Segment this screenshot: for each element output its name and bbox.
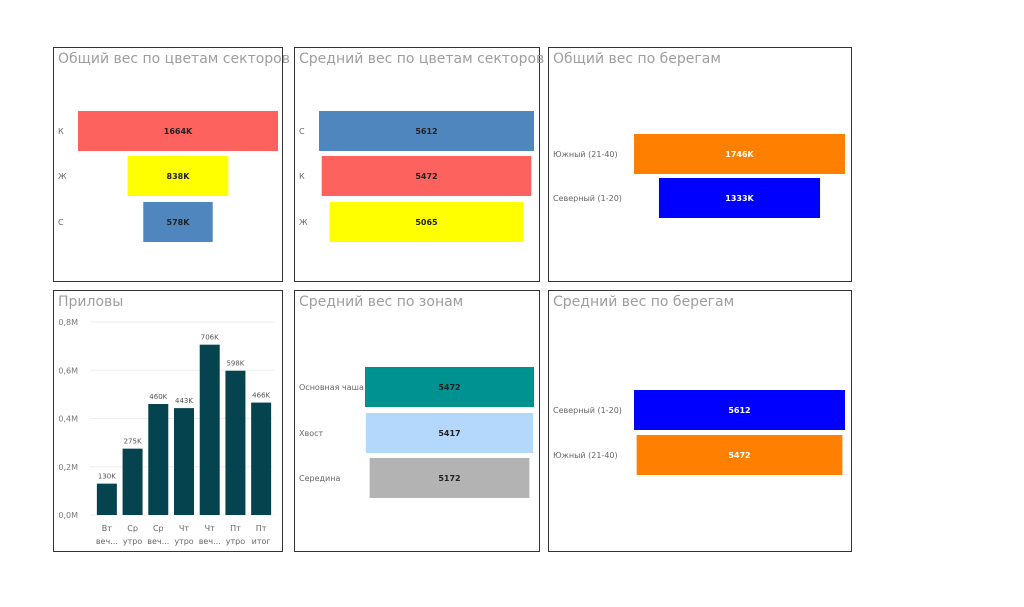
panel-avg-weight-by-shore: Средний вес по берегам Северный (1-20) 56… bbox=[548, 290, 852, 552]
x-tick-label: Пт bbox=[256, 524, 267, 533]
funnel-chart: С 5612 К 5472 Ж 5065 bbox=[299, 111, 534, 242]
y-tick-label: 0,0M bbox=[58, 511, 78, 520]
x-tick-label: веч... bbox=[96, 537, 118, 546]
category-label: К bbox=[299, 172, 305, 181]
data-label: 5472 bbox=[728, 451, 750, 460]
funnel-chart: Южный (21-40) 1746K Северный (1-20) 1333K bbox=[553, 134, 845, 218]
data-label: 706K bbox=[201, 334, 219, 342]
x-tick-label: Ср bbox=[153, 524, 164, 533]
data-label: 5172 bbox=[438, 474, 460, 483]
data-label: 5065 bbox=[415, 218, 438, 227]
funnel-chart: К 1664K Ж 838K С 578K bbox=[58, 111, 278, 242]
category-label: Южный (21-40) bbox=[553, 451, 618, 460]
x-tick-label: веч... bbox=[199, 537, 221, 546]
category-label: Южный (21-40) bbox=[553, 150, 618, 159]
panel-avg-weight-by-zone: Средний вес по зонам Основная чаша 5472 Хв… bbox=[294, 290, 540, 552]
panel-total-weight-by-shore: Общий вес по берегам Южный (21-40) 1746K С… bbox=[548, 47, 852, 282]
data-label: 1333K bbox=[725, 194, 754, 203]
category-label: Ж bbox=[58, 172, 67, 181]
funnel-bar[interactable] bbox=[365, 367, 534, 407]
bar[interactable] bbox=[251, 402, 272, 515]
data-label: 5612 bbox=[415, 127, 437, 136]
category-label: Ж bbox=[299, 218, 308, 227]
y-tick-label: 0,6M bbox=[58, 366, 78, 375]
category-label: С bbox=[58, 218, 64, 227]
panel-avg-weight-by-sector-color: Средний вес по цветам секторов С 5612 К 547… bbox=[294, 47, 544, 282]
bar[interactable] bbox=[199, 344, 220, 515]
funnel-bar[interactable] bbox=[127, 156, 229, 196]
x-tick-label: Вт bbox=[102, 524, 112, 533]
x-tick-label: утро bbox=[174, 537, 193, 546]
funnel-bar[interactable] bbox=[365, 413, 534, 453]
funnel-bar[interactable] bbox=[658, 178, 821, 218]
bar[interactable] bbox=[122, 448, 143, 515]
panel-total-weight-by-sector-color: Общий вес по цветам секторов К 1664K Ж 838K… bbox=[53, 47, 290, 282]
funnel-bar[interactable] bbox=[78, 111, 278, 151]
x-tick-label: итог bbox=[252, 537, 271, 546]
data-label: 466K bbox=[252, 392, 270, 400]
chart-title: Общий вес по цветам секторов bbox=[58, 51, 290, 67]
category-label: Северный (1-20) bbox=[553, 194, 622, 203]
funnel-bar[interactable] bbox=[636, 435, 843, 475]
funnel-chart: Основная чаша 5472 Хвост 5417 Середина 5172 bbox=[299, 367, 534, 498]
data-label: 460K bbox=[149, 393, 167, 401]
chart-title: Средний вес по зонам bbox=[299, 294, 464, 310]
x-tick-label: веч... bbox=[147, 537, 169, 546]
funnel-bar[interactable] bbox=[319, 111, 534, 151]
category-label: Хвост bbox=[299, 429, 323, 438]
funnel-bar[interactable] bbox=[369, 458, 530, 498]
y-tick-label: 0,2M bbox=[58, 463, 78, 472]
category-label: Середина bbox=[299, 474, 340, 483]
funnel-bar[interactable] bbox=[143, 202, 213, 242]
category-label: Северный (1-20) bbox=[553, 406, 622, 415]
chart-title: Общий вес по берегам bbox=[553, 51, 721, 67]
x-tick-label: утро bbox=[226, 537, 245, 546]
y-tick-label: 0,8M bbox=[58, 318, 78, 327]
chart-title: Средний вес по цветам секторов bbox=[299, 51, 545, 67]
data-label: 5612 bbox=[728, 406, 750, 415]
bar[interactable] bbox=[96, 483, 117, 515]
data-label: 1664K bbox=[164, 127, 193, 136]
chart-title: Приловы bbox=[58, 294, 124, 310]
data-label: 838K bbox=[167, 172, 191, 181]
data-label: 443K bbox=[175, 397, 193, 405]
panel-bycatch: Приловы 0,0M 0,2M 0,4M 0,6M 0,8M 130K Вт веч...… bbox=[53, 290, 283, 552]
category-label: С bbox=[299, 127, 305, 136]
funnel-bar[interactable] bbox=[329, 202, 524, 242]
x-tick-label: Пт bbox=[230, 524, 241, 533]
chart-title: Средний вес по берегам bbox=[553, 294, 735, 310]
bar[interactable] bbox=[148, 404, 169, 515]
x-tick-label: утро bbox=[123, 537, 142, 546]
x-tick-label: Чт bbox=[179, 524, 189, 533]
x-tick-label: Чт bbox=[205, 524, 215, 533]
bar[interactable] bbox=[174, 408, 194, 515]
funnel-bar[interactable] bbox=[634, 390, 845, 430]
data-label: 578K bbox=[167, 218, 191, 227]
bar[interactable] bbox=[225, 370, 246, 515]
x-tick-label: Ср bbox=[127, 524, 138, 533]
data-label: 5472 bbox=[415, 172, 437, 181]
data-label: 275K bbox=[124, 438, 142, 446]
data-label: 130K bbox=[98, 473, 116, 481]
data-label: 5472 bbox=[438, 383, 460, 392]
bar-chart: 0,0M 0,2M 0,4M 0,6M 0,8M 130K Вт веч... 275K Ср ут… bbox=[58, 318, 274, 546]
funnel-chart: Северный (1-20) 5612 Южный (21-40) 5472 bbox=[553, 390, 845, 475]
y-tick-label: 0,4M bbox=[58, 415, 78, 424]
data-label: 598K bbox=[226, 360, 244, 368]
data-label: 5417 bbox=[438, 429, 460, 438]
funnel-bar[interactable] bbox=[321, 156, 532, 196]
category-label: Основная чаша bbox=[299, 383, 364, 392]
data-label: 1746K bbox=[725, 150, 754, 159]
funnel-bar[interactable] bbox=[634, 134, 845, 174]
category-label: К bbox=[58, 127, 64, 136]
